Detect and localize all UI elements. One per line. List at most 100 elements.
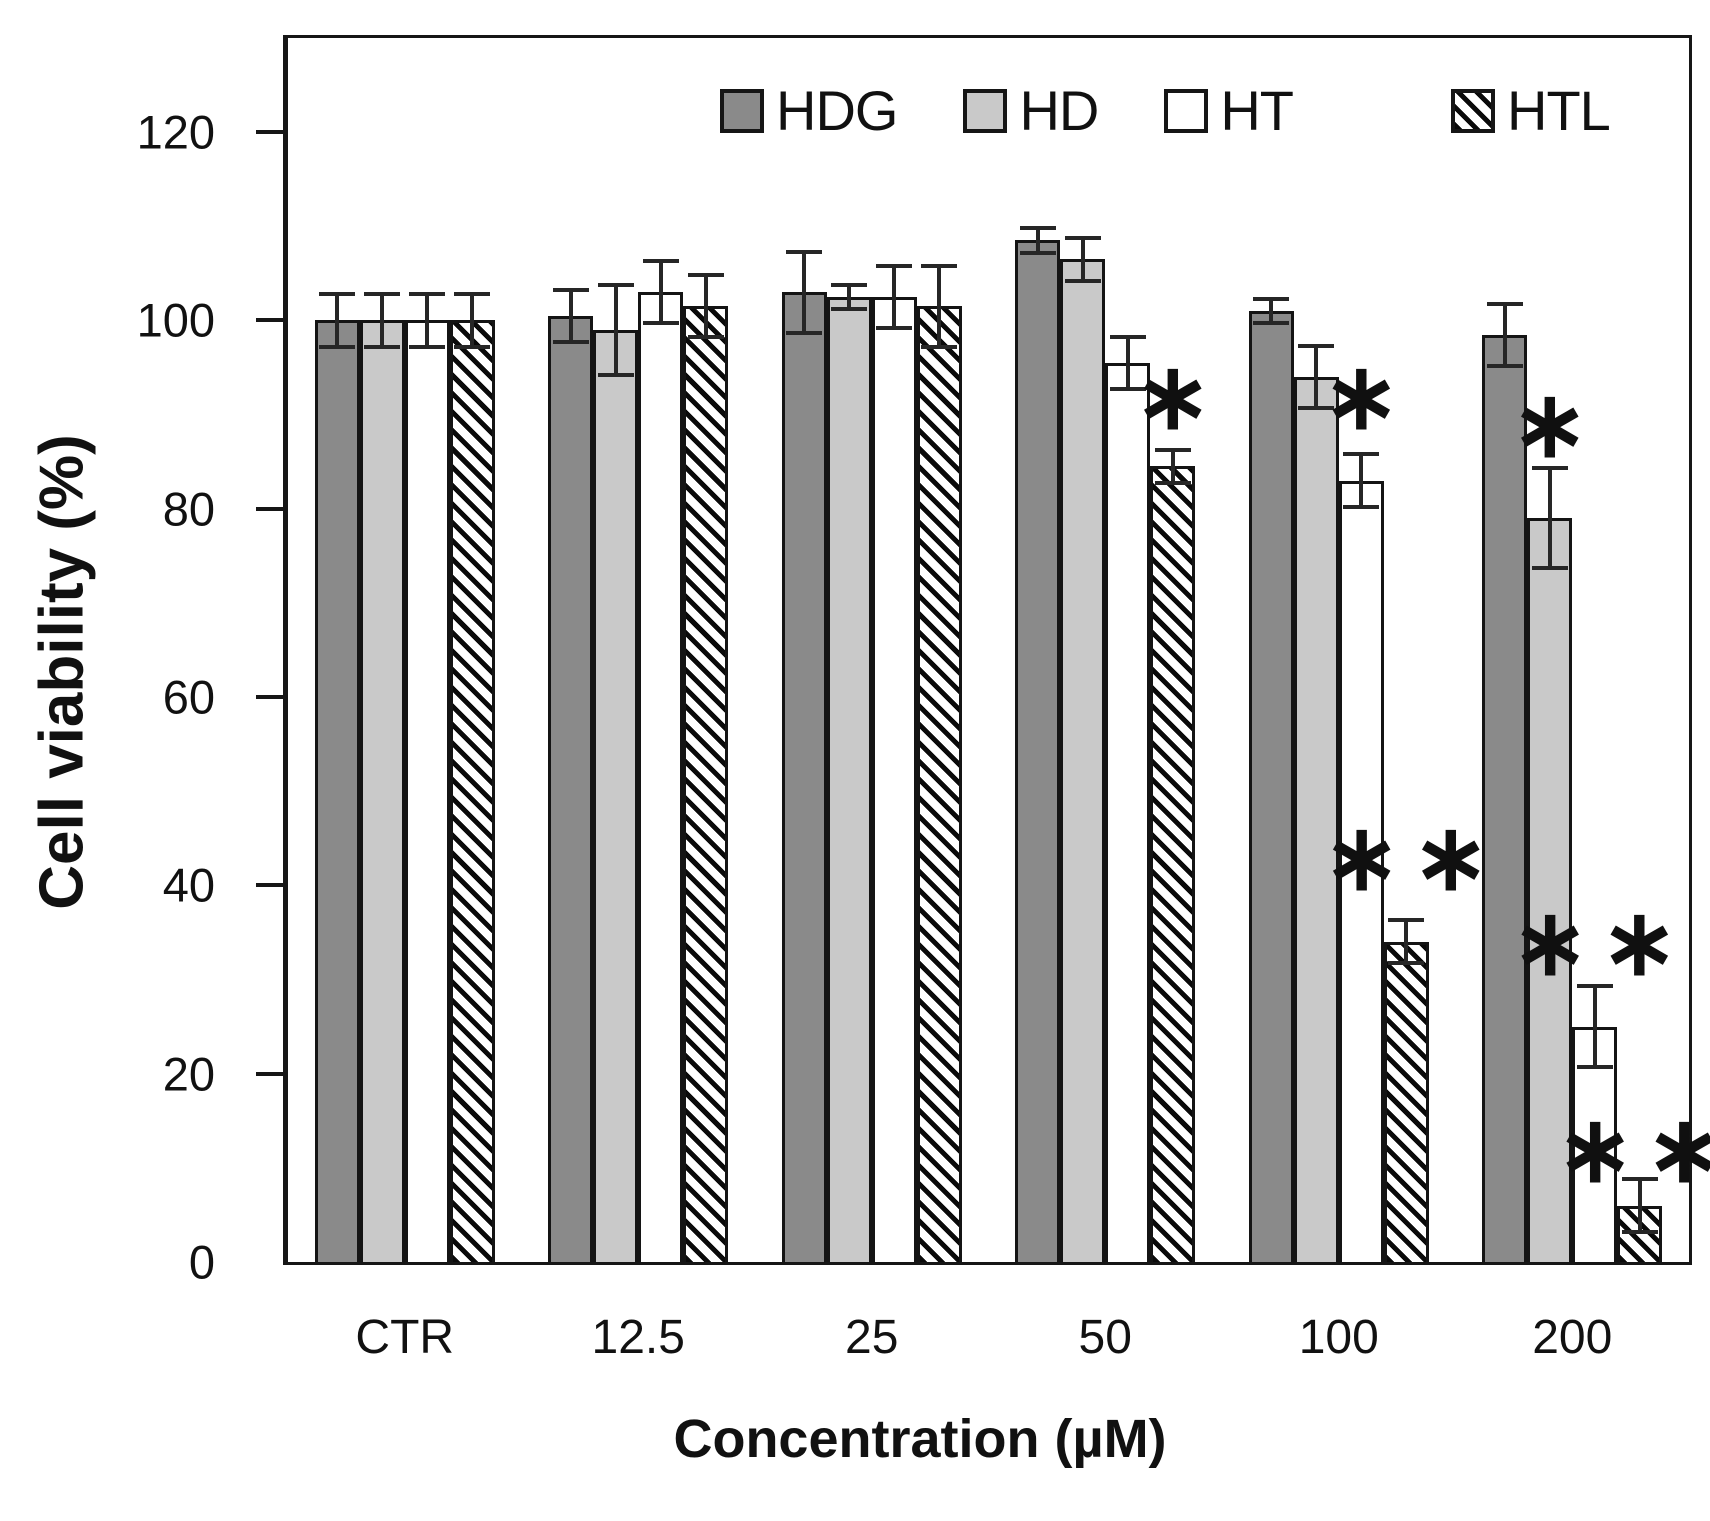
bar-HT-50 bbox=[1105, 362, 1151, 1262]
y-tick-label-0: 0 bbox=[188, 1235, 215, 1289]
bar-HD-100 bbox=[1293, 376, 1339, 1262]
bar-HDG-12.5 bbox=[548, 315, 594, 1262]
error-cap-bottom-HDG-100 bbox=[1253, 321, 1290, 326]
bar-HT-CTR bbox=[404, 320, 450, 1262]
error-cap-top-HT-25 bbox=[876, 263, 913, 268]
x-tick-label-200: 200 bbox=[1532, 1311, 1613, 1364]
y-tick-mark-80 bbox=[256, 506, 283, 511]
y-tick-mark-40 bbox=[256, 883, 283, 888]
y-tick-mark-20 bbox=[256, 1071, 283, 1076]
error-cap-bottom-HT-100 bbox=[1343, 504, 1380, 509]
legend-swatch-HTL-icon bbox=[1451, 88, 1495, 133]
x-tick-label-50: 50 bbox=[1078, 1311, 1132, 1364]
error-cap-bottom-HTL-CTR bbox=[454, 344, 491, 349]
error-cap-bottom-HTL-50 bbox=[1154, 481, 1191, 486]
error-bar-HD-CTR bbox=[380, 292, 385, 349]
error-cap-top-HD-50 bbox=[1064, 235, 1101, 240]
error-bar-HTL-200 bbox=[1637, 1177, 1642, 1234]
bar-HD-CTR bbox=[359, 320, 405, 1262]
error-bar-HT-50 bbox=[1125, 334, 1130, 392]
error-cap-top-HTL-200 bbox=[1621, 1177, 1658, 1182]
x-tick-label-12.5: 12.5 bbox=[591, 1311, 685, 1364]
bar-HDG-50 bbox=[1015, 240, 1061, 1262]
error-cap-bottom-HTL-100 bbox=[1388, 961, 1425, 966]
legend-swatch-HDG-icon bbox=[720, 88, 764, 133]
legend-item-HD: HD bbox=[963, 78, 1099, 143]
error-cap-bottom-HD-CTR bbox=[364, 344, 401, 349]
error-bar-HTL-100 bbox=[1404, 918, 1409, 966]
y-tick-mark-120 bbox=[256, 130, 283, 135]
y-tick-label-60: 60 bbox=[162, 670, 215, 724]
y-axis-title: Cell viability (%) bbox=[27, 434, 97, 910]
error-cap-bottom-HDG-12.5 bbox=[552, 340, 589, 344]
legend-swatch-HD-icon bbox=[963, 88, 1008, 133]
error-bar-HD-100 bbox=[1314, 344, 1319, 410]
y-tick-label-80: 80 bbox=[162, 482, 215, 536]
error-cap-top-HT-200 bbox=[1576, 984, 1613, 989]
legend: HDG HD HT HTL bbox=[720, 78, 1611, 143]
error-cap-bottom-HDG-200 bbox=[1486, 363, 1523, 368]
error-bar-HD-25 bbox=[847, 282, 852, 312]
x-tick-label-25: 25 bbox=[845, 1311, 899, 1364]
error-cap-bottom-HTL-200 bbox=[1621, 1229, 1658, 1234]
error-bar-HT-100 bbox=[1359, 452, 1364, 509]
error-bar-HD-12.5 bbox=[613, 282, 618, 377]
legend-label-HTL: HTL bbox=[1507, 79, 1611, 142]
legend-swatch-HT-icon bbox=[1164, 88, 1209, 133]
error-bar-HT-CTR bbox=[425, 292, 430, 349]
bar-HTL-25 bbox=[916, 306, 962, 1262]
error-bar-HTL-CTR bbox=[470, 292, 475, 349]
error-cap-top-HT-100 bbox=[1343, 452, 1380, 457]
error-cap-bottom-HT-25 bbox=[876, 325, 913, 330]
bar-HTL-12.5 bbox=[683, 306, 729, 1262]
x-tick-label-100: 100 bbox=[1298, 1311, 1379, 1364]
error-bar-HDG-200 bbox=[1502, 301, 1507, 368]
x-axis-title: Concentration (µM) bbox=[673, 1409, 1167, 1469]
error-cap-bottom-HT-CTR bbox=[409, 344, 446, 349]
error-bar-HD-200 bbox=[1547, 466, 1552, 570]
bar-HTL-100 bbox=[1383, 941, 1429, 1262]
error-bar-HTL-12.5 bbox=[703, 273, 708, 340]
error-cap-top-HT-CTR bbox=[409, 292, 446, 297]
error-cap-bottom-HT-50 bbox=[1109, 387, 1146, 392]
error-bar-HDG-25 bbox=[802, 249, 807, 335]
error-cap-bottom-HT-200 bbox=[1576, 1065, 1613, 1069]
error-cap-top-HTL-12.5 bbox=[687, 273, 724, 278]
error-bar-HD-50 bbox=[1080, 235, 1085, 283]
error-cap-top-HDG-25 bbox=[786, 249, 823, 254]
error-cap-top-HD-CTR bbox=[364, 292, 401, 297]
error-cap-bottom-HT-12.5 bbox=[642, 321, 679, 326]
y-tick-mark-100 bbox=[256, 318, 283, 323]
error-cap-top-HTL-25 bbox=[921, 263, 958, 268]
bar-HD-12.5 bbox=[593, 329, 639, 1262]
y-tick-label-120: 120 bbox=[136, 105, 215, 159]
bar-HD-50 bbox=[1060, 259, 1106, 1262]
error-cap-top-HD-12.5 bbox=[597, 282, 634, 287]
error-bar-HDG-12.5 bbox=[568, 287, 573, 344]
error-cap-bottom-HD-200 bbox=[1531, 565, 1568, 570]
error-cap-top-HT-12.5 bbox=[642, 259, 679, 264]
error-cap-bottom-HTL-25 bbox=[921, 344, 958, 349]
legend-item-HTL: HTL bbox=[1451, 78, 1611, 143]
error-cap-bottom-HDG-25 bbox=[786, 330, 823, 335]
bar-HD-200 bbox=[1527, 518, 1573, 1262]
error-bar-HT-25 bbox=[892, 263, 897, 330]
error-cap-top-HDG-100 bbox=[1253, 296, 1290, 301]
bar-HTL-CTR bbox=[449, 320, 495, 1262]
error-bar-HDG-100 bbox=[1269, 296, 1274, 326]
legend-label-HD: HD bbox=[1019, 79, 1099, 142]
error-bar-HTL-25 bbox=[937, 263, 942, 349]
error-cap-bottom-HDG-50 bbox=[1019, 250, 1056, 255]
bar-HTL-50 bbox=[1150, 466, 1196, 1262]
error-bar-HDG-50 bbox=[1035, 226, 1040, 255]
legend-label-HDG: HDG bbox=[776, 79, 898, 142]
error-cap-bottom-HD-25 bbox=[831, 307, 868, 312]
legend-item-HT: HT bbox=[1164, 78, 1294, 143]
error-cap-bottom-HTL-12.5 bbox=[687, 335, 724, 340]
error-bar-HT-12.5 bbox=[658, 259, 663, 326]
error-cap-top-HTL-50 bbox=[1154, 447, 1191, 452]
bar-HT-25 bbox=[871, 296, 917, 1262]
legend-item-HDG: HDG bbox=[720, 78, 898, 143]
error-cap-top-HDG-200 bbox=[1486, 301, 1523, 306]
bar-HDG-200 bbox=[1482, 334, 1528, 1262]
